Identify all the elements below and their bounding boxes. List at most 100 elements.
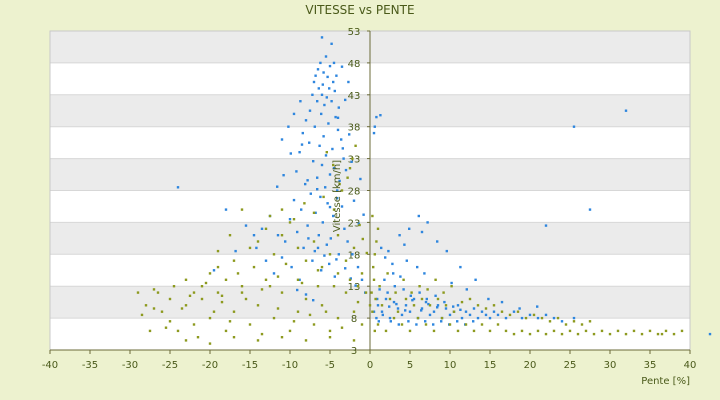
data-point — [356, 265, 360, 269]
data-point — [405, 259, 408, 262]
data-point — [624, 109, 628, 112]
data-point — [357, 222, 360, 225]
data-point — [338, 179, 341, 183]
data-point — [300, 281, 304, 285]
data-point — [336, 116, 340, 119]
data-point — [289, 152, 292, 155]
x-tick-label: 15 — [484, 360, 497, 371]
data-point — [312, 211, 316, 214]
data-point — [272, 316, 276, 320]
data-point — [672, 332, 676, 336]
data-point — [309, 192, 312, 195]
data-point — [436, 304, 440, 307]
data-point — [484, 313, 488, 317]
data-point — [332, 80, 335, 84]
data-point — [334, 115, 337, 119]
data-point — [472, 307, 476, 310]
data-point — [560, 332, 564, 336]
data-point — [323, 103, 326, 107]
data-point — [632, 329, 636, 333]
data-point — [409, 294, 412, 297]
data-point — [383, 278, 386, 281]
data-point — [330, 42, 333, 45]
data-point — [176, 186, 180, 189]
data-point — [359, 177, 362, 181]
data-point — [648, 329, 652, 333]
data-point — [373, 125, 376, 128]
x-tick-label: -30 — [122, 360, 138, 371]
data-point — [452, 305, 455, 308]
data-point — [371, 214, 374, 218]
data-point — [328, 329, 332, 333]
data-point — [640, 332, 644, 336]
data-point — [346, 240, 349, 243]
data-point — [404, 309, 407, 312]
data-point — [420, 307, 424, 310]
data-point — [496, 323, 500, 326]
data-point — [308, 313, 312, 317]
data-point — [476, 316, 480, 320]
data-point — [327, 122, 330, 125]
data-point — [460, 300, 464, 304]
x-tick-label: -5 — [325, 360, 335, 371]
data-point — [556, 316, 560, 320]
data-point — [394, 291, 397, 294]
data-point — [340, 138, 343, 141]
data-point — [284, 262, 288, 266]
data-point — [424, 323, 428, 326]
data-point — [228, 320, 232, 323]
x-tick-label: 25 — [564, 360, 577, 371]
data-point — [280, 208, 284, 211]
data-point — [244, 297, 248, 301]
data-point — [378, 285, 381, 288]
data-point — [552, 329, 556, 333]
data-point — [332, 214, 335, 218]
data-point — [393, 285, 396, 288]
data-point — [316, 100, 319, 103]
data-point — [464, 323, 468, 326]
data-point — [224, 329, 228, 333]
y-tick-label: 33 — [348, 155, 361, 166]
data-point — [496, 313, 500, 317]
data-point — [312, 299, 315, 302]
data-point — [418, 285, 421, 288]
data-point — [296, 288, 299, 292]
data-point — [264, 278, 268, 281]
data-point — [480, 310, 484, 313]
data-point — [346, 176, 349, 179]
data-point — [152, 288, 156, 291]
data-point — [384, 329, 388, 333]
data-point — [349, 277, 352, 280]
data-point — [308, 109, 312, 112]
data-point — [342, 157, 345, 160]
data-point — [232, 310, 236, 313]
data-point — [428, 304, 432, 307]
data-point — [344, 259, 348, 262]
data-point — [337, 253, 340, 256]
data-point — [432, 323, 435, 326]
y-tick-label: 53 — [348, 27, 361, 38]
data-point — [536, 305, 539, 308]
data-point — [552, 316, 556, 320]
data-point — [408, 227, 411, 230]
data-point — [306, 224, 309, 227]
data-point — [408, 310, 412, 313]
data-point — [220, 300, 224, 304]
y-tick-label: 43 — [348, 91, 361, 102]
data-point — [244, 224, 248, 227]
data-point — [344, 168, 348, 172]
data-point — [544, 224, 548, 227]
data-point — [320, 163, 324, 167]
data-point — [340, 326, 344, 329]
data-point — [321, 83, 324, 86]
data-point — [460, 316, 464, 320]
data-point — [484, 307, 488, 310]
chart-title: VITESSE vs PENTE — [305, 3, 414, 17]
data-point — [372, 131, 376, 135]
data-point — [296, 278, 300, 281]
data-point — [371, 310, 374, 313]
data-point — [404, 304, 408, 307]
data-point — [152, 307, 156, 310]
data-point — [290, 265, 293, 269]
data-point — [240, 285, 244, 288]
